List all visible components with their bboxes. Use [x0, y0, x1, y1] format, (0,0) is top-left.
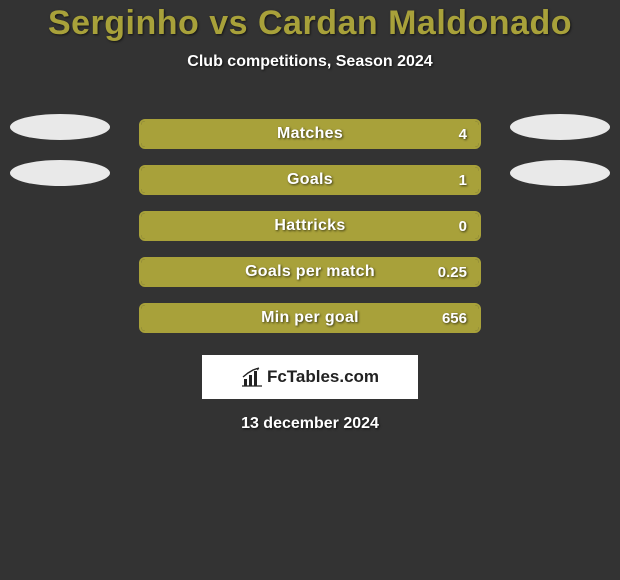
stat-bar: Matches4 — [139, 119, 481, 149]
stat-row: Matches4 — [0, 111, 620, 157]
logo-box[interactable]: FcTables.com — [202, 355, 418, 399]
bar-chart-icon — [241, 367, 263, 387]
stat-bar: Hattricks0 — [139, 211, 481, 241]
stat-label: Matches — [141, 125, 479, 143]
player-right-icon — [510, 160, 610, 186]
stat-row: Goals1 — [0, 157, 620, 203]
date-text: 13 december 2024 — [0, 415, 620, 433]
stat-value: 0 — [459, 218, 467, 235]
stat-row: Min per goal656 — [0, 295, 620, 341]
logo-text: FcTables.com — [267, 367, 379, 387]
stat-value: 1 — [459, 172, 467, 189]
player-left-icon — [10, 160, 110, 186]
subtitle: Club competitions, Season 2024 — [0, 53, 620, 71]
stat-label: Goals — [141, 171, 479, 189]
player-right-icon — [510, 114, 610, 140]
stat-bar: Goals per match0.25 — [139, 257, 481, 287]
stat-value: 0.25 — [438, 264, 467, 281]
stat-row: Hattricks0 — [0, 203, 620, 249]
stat-label: Hattricks — [141, 217, 479, 235]
stat-bar: Min per goal656 — [139, 303, 481, 333]
stat-value: 4 — [459, 126, 467, 143]
container: Serginho vs Cardan Maldonado Club compet… — [0, 0, 620, 433]
stat-label: Goals per match — [141, 263, 479, 281]
stat-label: Min per goal — [141, 309, 479, 327]
stat-row: Goals per match0.25 — [0, 249, 620, 295]
page-title: Serginho vs Cardan Maldonado — [0, 4, 620, 43]
stat-bar: Goals1 — [139, 165, 481, 195]
stats-rows: Matches4Goals1Hattricks0Goals per match0… — [0, 111, 620, 341]
stat-value: 656 — [442, 310, 467, 327]
player-left-icon — [10, 114, 110, 140]
